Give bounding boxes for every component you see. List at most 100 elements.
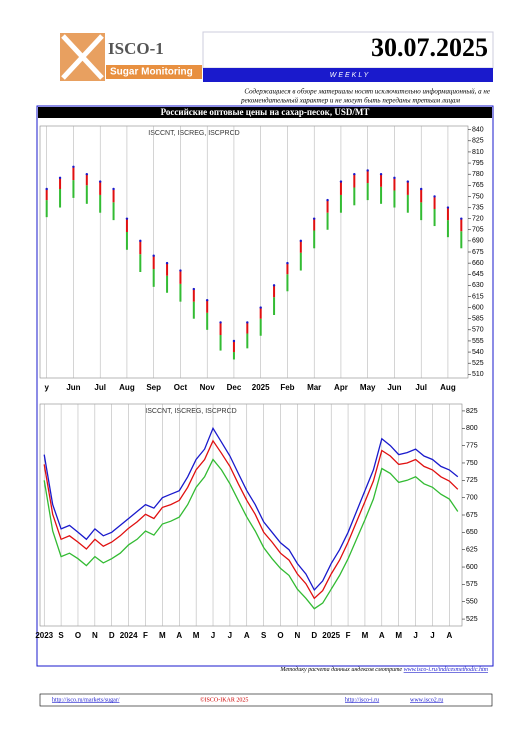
range-top — [152, 254, 155, 257]
x-tick-label: N — [92, 631, 98, 640]
y-tick-label: 700 — [466, 495, 478, 502]
y-tick-label: 775 — [466, 442, 478, 449]
range-top — [406, 180, 410, 183]
range-top — [393, 176, 396, 180]
x-tick-label: y — [44, 383, 49, 392]
y-tick-label: 725 — [466, 477, 478, 484]
range-top — [433, 195, 436, 198]
x-tick-label: J — [413, 631, 417, 640]
x-tick-label: M — [193, 631, 200, 640]
y-tick-label: 825 — [472, 138, 484, 145]
x-tick-label: 2025 — [322, 631, 340, 640]
x-tick-label: Mar — [307, 383, 321, 392]
range-top — [139, 239, 142, 243]
x-tick-label: J — [211, 631, 215, 640]
x-tick-label: F — [143, 631, 148, 640]
y-tick-label: 735 — [472, 204, 484, 211]
x-tick-label: 2023 — [35, 631, 53, 640]
y-tick-label: 645 — [472, 271, 484, 278]
x-tick-label: O — [277, 631, 283, 640]
y-tick-label: 525 — [472, 360, 484, 367]
x-tick-label: S — [58, 631, 64, 640]
link[interactable]: http://isco.ru/markets/sugar/ — [52, 697, 120, 703]
copyright: ©ISCO-IKAR 2025 — [200, 696, 248, 703]
y-tick-label: 705 — [472, 227, 484, 234]
x-tick-label: A — [244, 631, 250, 640]
y-tick-label: 630 — [472, 282, 484, 289]
range-top — [98, 180, 102, 183]
y-tick-label: 780 — [472, 171, 484, 178]
range-top — [72, 165, 75, 168]
x-tick-label: Jun — [66, 383, 80, 392]
y-tick-label: 625 — [466, 547, 478, 554]
range-top — [299, 239, 303, 243]
range-top — [460, 217, 463, 220]
range-top — [286, 261, 289, 265]
range-top — [353, 172, 356, 176]
y-tick-label: 825 — [466, 408, 478, 415]
x-tick-label: Apr — [334, 383, 348, 392]
link[interactable]: http://isco-i.ru — [345, 697, 379, 703]
range-top — [272, 284, 276, 287]
y-tick-label: 650 — [466, 529, 478, 536]
plot-area — [39, 403, 463, 627]
y-tick-label: 795 — [472, 160, 484, 167]
x-tick-label: Feb — [280, 383, 294, 392]
x-tick-label: Oct — [174, 383, 188, 392]
y-tick-label: 690 — [472, 238, 484, 245]
y-tick-label: 525 — [466, 616, 478, 623]
range-top — [312, 217, 316, 220]
y-tick-label: 675 — [472, 249, 484, 256]
logo-title: ISCO-1 — [108, 39, 164, 58]
x-tick-label: Aug — [119, 383, 135, 392]
x-tick-label: M — [159, 631, 166, 640]
x-tick-label: A — [379, 631, 385, 640]
date: 30.07.2025 — [371, 33, 488, 62]
chart-title: ISCCNT, ISCREG, ISCPRCD — [148, 130, 239, 137]
y-tick-label: 720 — [472, 215, 484, 222]
y-tick-label: 810 — [472, 149, 484, 156]
range-top — [366, 169, 369, 172]
methodology: Методику расчета данных индексов смотрит… — [279, 666, 488, 673]
range-top — [45, 187, 48, 191]
y-tick-label: 600 — [472, 304, 484, 311]
range-top — [446, 206, 450, 209]
range-top — [58, 176, 62, 180]
y-tick-label: 800 — [466, 425, 478, 432]
x-tick-label: Nov — [200, 383, 216, 392]
y-tick-label: 550 — [466, 599, 478, 606]
date-box — [202, 31, 494, 69]
x-tick-label: S — [261, 631, 267, 640]
range-top — [125, 217, 129, 220]
logo-subtitle: Sugar Monitoring — [110, 67, 193, 78]
range-top — [379, 172, 383, 176]
x-tick-label: Dec — [227, 383, 242, 392]
x-tick-label: 2025 — [252, 383, 270, 392]
x-tick-label: M — [362, 631, 369, 640]
y-tick-label: 585 — [472, 316, 484, 323]
x-tick-label: May — [360, 383, 376, 392]
y-tick-label: 840 — [472, 127, 484, 134]
chart-title: ISCCNT, ISCREG, ISCPRCD — [145, 408, 236, 415]
y-tick-label: 555 — [472, 338, 484, 345]
range-top — [326, 198, 329, 202]
series-line — [43, 458, 459, 610]
y-tick-label: 750 — [472, 193, 484, 200]
range-top — [259, 306, 262, 309]
link[interactable]: www.isco2.ru — [410, 697, 443, 703]
x-tick-label: Jul — [415, 383, 427, 392]
weekly-bar — [203, 68, 493, 82]
series-line — [43, 426, 459, 592]
range-top — [205, 298, 209, 302]
methodology-link[interactable]: www.isco-i.ru/indicesmethodic.htm — [404, 667, 489, 673]
range-top — [192, 287, 196, 291]
x-tick-label: M — [395, 631, 402, 640]
plot-area — [39, 125, 469, 379]
y-tick-label: 510 — [472, 371, 484, 378]
x-tick-label: Aug — [440, 383, 456, 392]
range-top — [112, 187, 115, 191]
disclaimer: рекомендательный характер и не могут быт… — [240, 97, 460, 105]
x-tick-label: Jul — [94, 383, 106, 392]
x-tick-label: D — [311, 631, 317, 640]
